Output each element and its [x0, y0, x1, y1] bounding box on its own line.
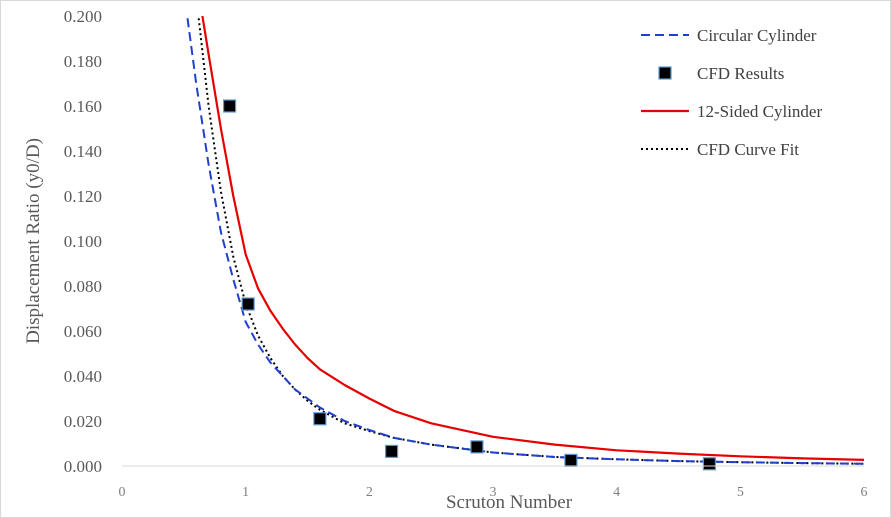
x-tick-label: 6 — [861, 485, 868, 500]
legend-label-circular-cylinder: Circular Cylinder — [697, 26, 817, 45]
y-tick-label: 0.060 — [64, 322, 102, 341]
y-tick-label: 0.020 — [64, 412, 102, 431]
y-tick-label: 0.040 — [64, 367, 102, 386]
legend: Circular Cylinder CFD Results 12-Sided Cyl… — [641, 26, 822, 159]
x-tick-label: 5 — [737, 485, 744, 500]
y-tick-label: 0.180 — [64, 52, 102, 71]
legend-label-cfd-curve-fit: CFD Curve Fit — [697, 140, 799, 159]
y-tick-label: 0.000 — [64, 457, 102, 476]
legend-label-cfd-results: CFD Results — [697, 64, 784, 83]
y-tick-label: 0.080 — [64, 277, 102, 296]
x-tick-label: 3 — [490, 485, 497, 500]
x-tick-label: 1 — [242, 485, 249, 500]
cfd-result-point — [564, 453, 578, 467]
legend-label-12-sided-cylinder: 12-Sided Cylinder — [697, 102, 822, 121]
y-tick-label: 0.200 — [64, 7, 102, 26]
cfd-result-point — [702, 457, 717, 471]
x-tick-label: 4 — [613, 485, 620, 500]
series-line-12-sided-cylinder — [201, 16, 865, 461]
legend-marker-cfd-results — [658, 66, 672, 80]
x-axis-title: Scruton Number — [446, 492, 573, 513]
cfd-result-point — [241, 297, 255, 311]
y-tick-label: 0.120 — [64, 187, 102, 206]
y-tick-label: 0.160 — [64, 97, 102, 116]
series-line-cfd-curve-fit — [197, 18, 865, 465]
x-tick-label: 2 — [366, 485, 373, 500]
y-tick-label: 0.100 — [64, 232, 102, 251]
y-tick-label: 0.140 — [64, 142, 102, 161]
cfd-result-point — [222, 99, 237, 113]
cfd-result-point — [470, 440, 484, 454]
cfd-result-point — [384, 444, 399, 458]
plot-area — [186, 16, 865, 471]
y-axis-title: Displacement Ratio (y0/D) — [23, 138, 44, 344]
series-line-circular-cylinder — [186, 18, 865, 465]
tick-labels: 0.000 0.020 0.040 0.060 0.080 0.100 0.120 0.140… — [64, 7, 868, 500]
x-tick-label: 0 — [119, 485, 126, 500]
cfd-result-point — [313, 412, 327, 426]
